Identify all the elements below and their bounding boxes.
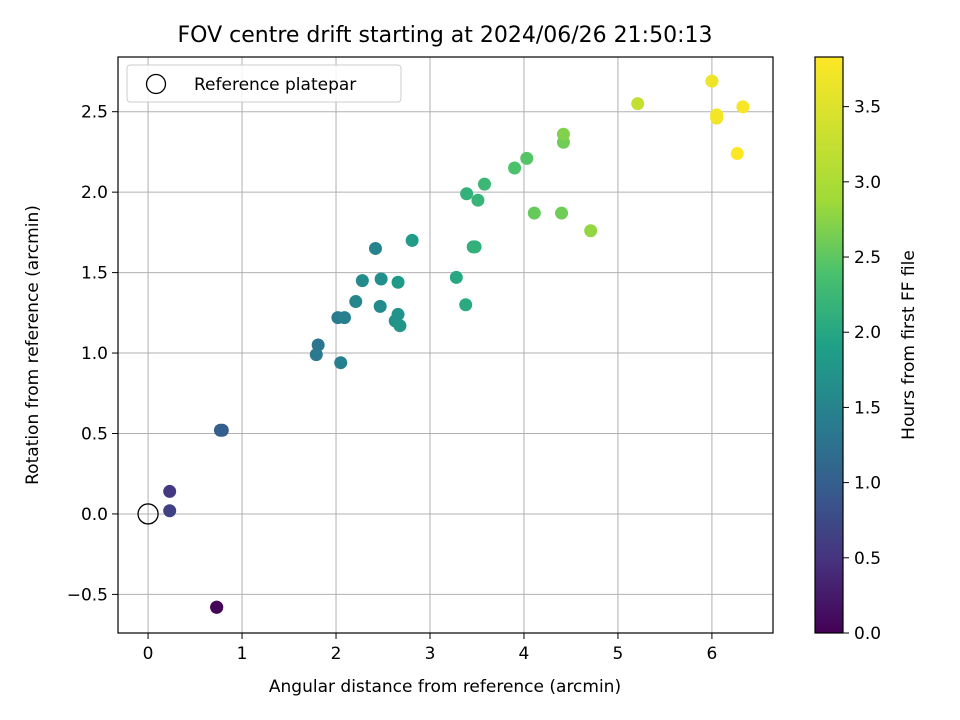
- y-axis-label: Rotation from reference (arcmin): [23, 205, 43, 485]
- x-tick-label: 4: [519, 644, 530, 664]
- plot-frame: [117, 56, 774, 634]
- y-tick-label: 0.0: [81, 505, 108, 525]
- data-point: [373, 299, 387, 313]
- colorbar-tick-label: 1.0: [854, 474, 881, 494]
- colorbar-gradient: [814, 56, 844, 634]
- data-point: [730, 147, 744, 161]
- data-point: [460, 187, 474, 201]
- data-point: [449, 270, 463, 284]
- data-point: [471, 193, 485, 207]
- colorbar-tick-label: 2.0: [854, 323, 881, 343]
- data-point: [705, 74, 719, 88]
- data-point: [468, 240, 482, 254]
- x-axis: 0 1 2 3 4 5 6: [143, 633, 718, 664]
- data-points: [137, 74, 750, 614]
- data-point: [556, 127, 570, 141]
- legend: Reference platepar: [126, 64, 402, 103]
- x-tick-label: 5: [613, 644, 624, 664]
- data-point: [309, 348, 323, 362]
- data-point: [391, 307, 405, 321]
- data-point: [555, 206, 569, 220]
- data-point: [508, 161, 522, 175]
- colorbar-tick-label: 2.5: [854, 248, 881, 268]
- colorbar-tick-label: 0.5: [854, 549, 881, 569]
- data-point: [520, 151, 534, 165]
- reference-platepar-marker: [137, 503, 159, 525]
- y-tick-label: −0.5: [67, 585, 108, 605]
- colorbar-tick-label: 3.5: [854, 98, 881, 118]
- data-point: [710, 108, 724, 122]
- x-axis-label: Angular distance from reference (arcmin): [269, 677, 621, 697]
- data-point: [477, 177, 491, 191]
- data-point: [736, 100, 750, 114]
- data-point: [374, 272, 388, 286]
- y-tick-label: 1.0: [81, 344, 108, 364]
- data-point: [527, 206, 541, 220]
- x-tick-label: 0: [143, 644, 154, 664]
- x-tick-label: 1: [237, 644, 248, 664]
- legend-marker-reference: [145, 73, 167, 95]
- data-point: [355, 274, 369, 288]
- data-point: [163, 504, 177, 518]
- data-point: [213, 423, 227, 437]
- data-point: [210, 600, 224, 614]
- data-point: [368, 241, 382, 255]
- data-point: [334, 356, 348, 370]
- y-tick-label: 1.5: [81, 264, 108, 284]
- data-point: [337, 311, 351, 325]
- colorbar: 0.0 0.5 1.0 1.5 2.0 2.5 3.0 3.5 Hours from firs…: [814, 56, 919, 644]
- y-tick-label: 0.5: [81, 424, 108, 444]
- chart-title: FOV centre drift starting at 2024/06/26 …: [178, 23, 713, 48]
- legend-box: [126, 64, 402, 103]
- grid: [118, 57, 773, 633]
- y-axis: −0.5 0.0 0.5 1.0 1.5 2.0 2.5: [67, 103, 118, 605]
- data-point: [405, 233, 419, 247]
- data-point: [349, 295, 363, 309]
- data-point: [163, 484, 177, 498]
- data-point: [459, 298, 473, 312]
- colorbar-tick-label: 0.0: [854, 624, 881, 644]
- data-point: [584, 224, 598, 238]
- colorbar-tick-label: 1.5: [854, 398, 881, 418]
- y-tick-label: 2.5: [81, 103, 108, 123]
- data-point: [393, 319, 407, 333]
- x-tick-label: 3: [425, 644, 436, 664]
- colorbar-label: Hours from first FF file: [899, 250, 919, 440]
- legend-label-reference: Reference platepar: [194, 75, 356, 95]
- data-point: [391, 275, 405, 289]
- colorbar-tick-label: 3.0: [854, 173, 881, 193]
- data-point: [311, 338, 325, 352]
- x-tick-label: 6: [707, 644, 718, 664]
- y-tick-label: 2.0: [81, 183, 108, 203]
- data-point: [631, 97, 645, 111]
- x-tick-label: 2: [331, 644, 342, 664]
- colorbar-ticks: 0.0 0.5 1.0 1.5 2.0 2.5 3.0 3.5: [843, 98, 881, 644]
